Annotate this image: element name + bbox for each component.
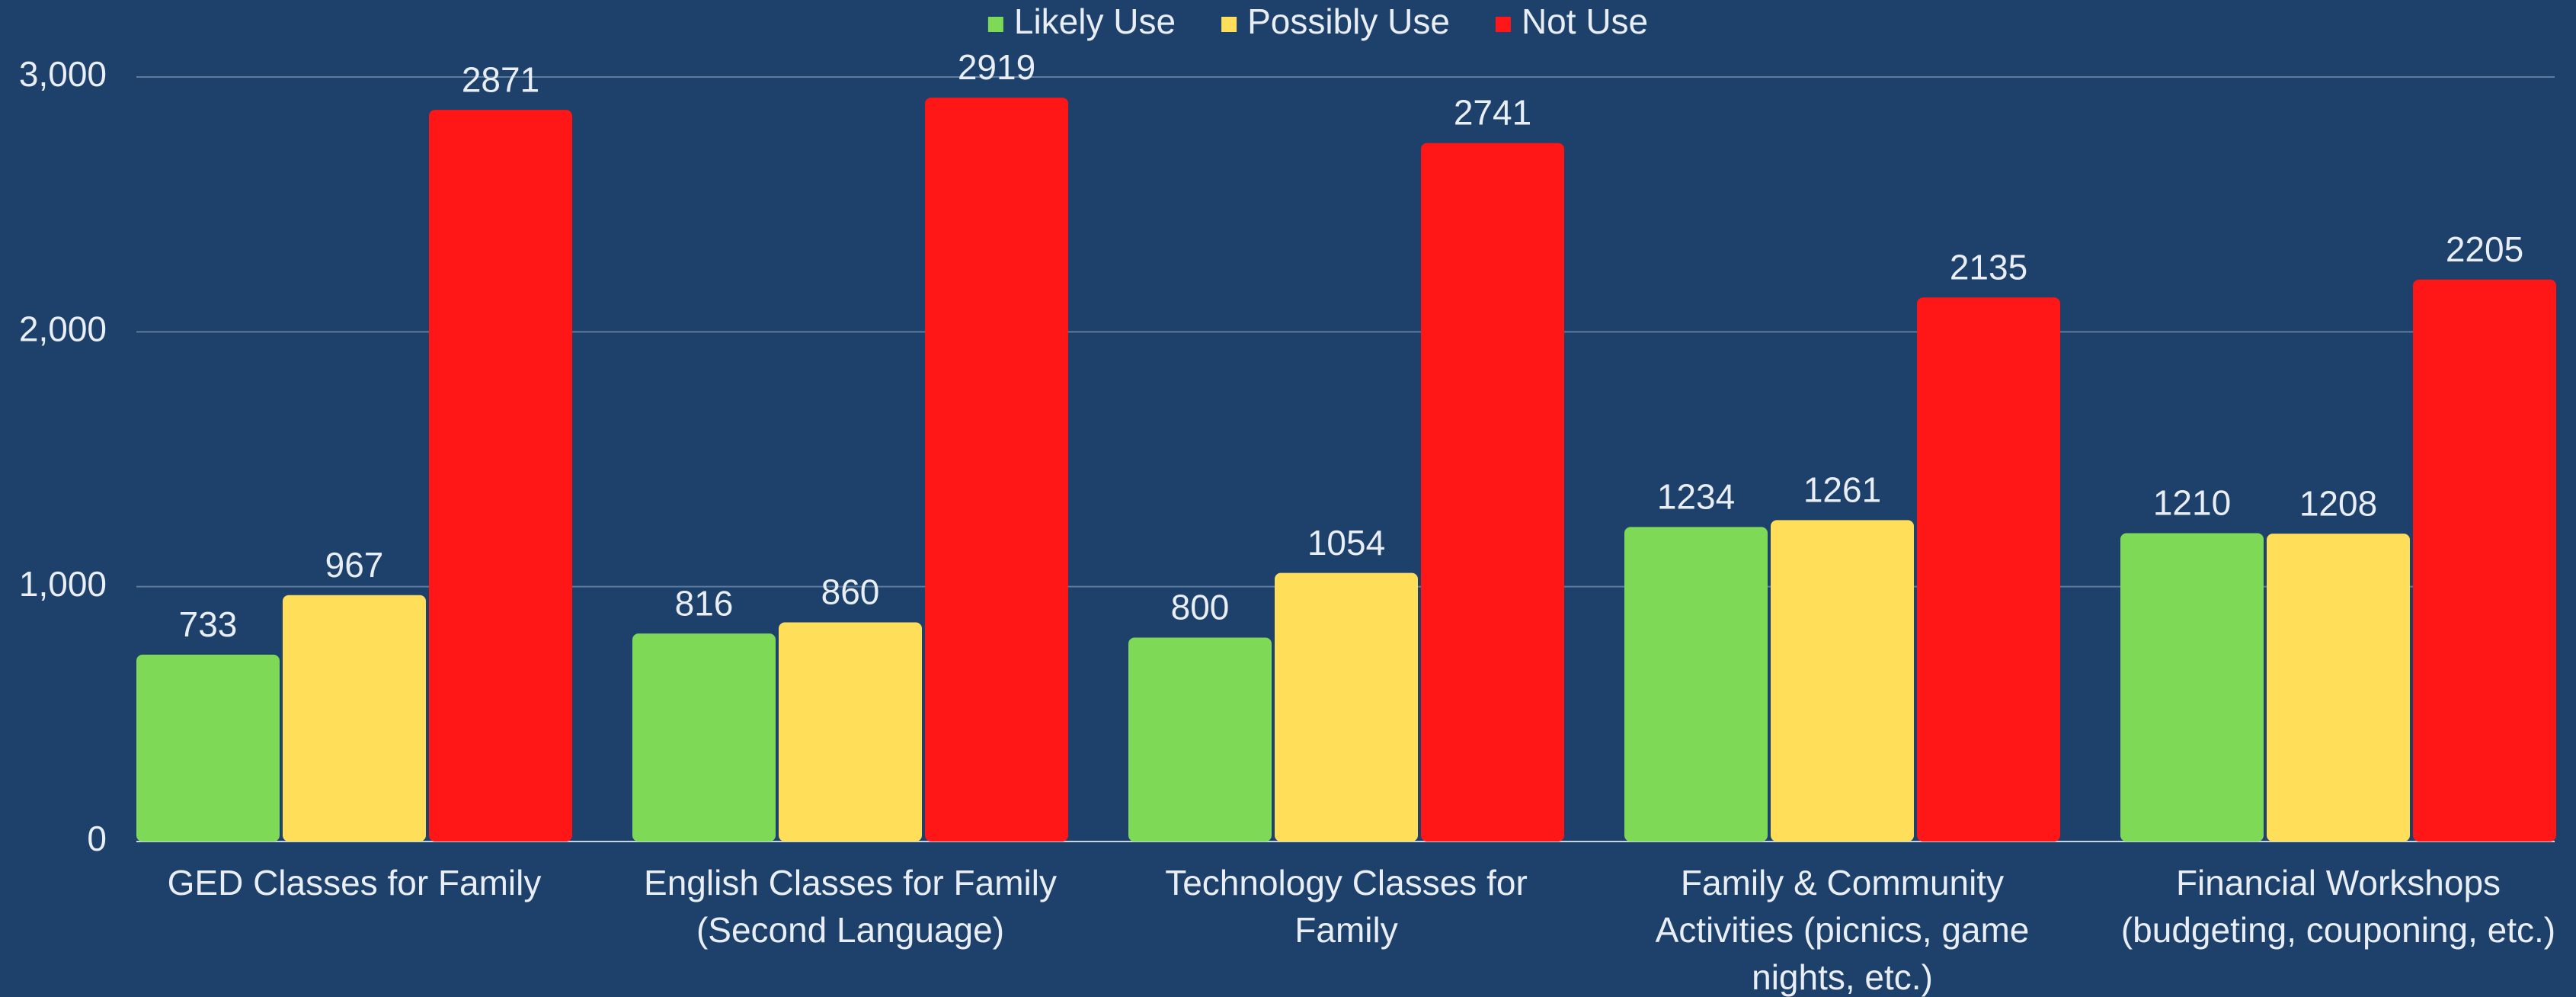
value-label: 1234 bbox=[1657, 477, 1735, 517]
legend-swatch bbox=[1221, 17, 1237, 32]
value-label: 1261 bbox=[1803, 470, 1881, 510]
value-label: 2741 bbox=[1454, 93, 1531, 133]
value-label: 816 bbox=[675, 583, 734, 623]
y-tick-label: 0 bbox=[87, 819, 107, 858]
legend-label: Possibly Use bbox=[1247, 2, 1450, 41]
value-label: 1208 bbox=[2299, 483, 2377, 523]
x-tick-label: English Classes for Family (Second Langua… bbox=[644, 863, 1057, 950]
bar bbox=[1917, 297, 2060, 842]
value-label: 860 bbox=[821, 572, 880, 612]
x-tick-label: Family & Community Activities (picnics, g… bbox=[1656, 863, 2030, 997]
bar bbox=[283, 595, 426, 842]
bar bbox=[1771, 520, 1914, 842]
value-label: 2135 bbox=[1950, 247, 2027, 287]
bar bbox=[632, 633, 776, 842]
value-label: 1210 bbox=[2153, 483, 2231, 523]
value-label: 2919 bbox=[958, 47, 1035, 87]
y-tick-label: 2,000 bbox=[19, 309, 107, 348]
legend-swatch bbox=[1495, 17, 1511, 32]
legend-label: Not Use bbox=[1522, 2, 1648, 41]
bar bbox=[925, 98, 1068, 842]
bar bbox=[136, 654, 280, 842]
x-tick-label: Financial Workshops (budgeting, couponing… bbox=[2121, 863, 2555, 950]
bar bbox=[1128, 637, 1272, 842]
y-tick-label: 3,000 bbox=[19, 54, 107, 94]
bar bbox=[2267, 534, 2410, 842]
bar bbox=[429, 110, 572, 842]
legend-label: Likely Use bbox=[1014, 2, 1176, 41]
value-label: 967 bbox=[325, 545, 384, 585]
value-label: 733 bbox=[179, 604, 238, 644]
y-tick-label: 1,000 bbox=[19, 564, 107, 604]
bar bbox=[2120, 533, 2264, 842]
legend-swatch bbox=[987, 17, 1003, 32]
x-tick-label: GED Classes for Family bbox=[168, 863, 542, 902]
bar bbox=[779, 622, 922, 842]
value-label: 2871 bbox=[462, 59, 539, 99]
x-tick-label: Technology Classes for Family bbox=[1165, 863, 1528, 950]
bar bbox=[2413, 279, 2556, 842]
value-label: 2205 bbox=[2446, 229, 2523, 269]
value-label: 1054 bbox=[1307, 523, 1385, 563]
value-label: 800 bbox=[1171, 588, 1230, 627]
bar bbox=[1275, 572, 1418, 842]
bar bbox=[1624, 527, 1768, 842]
bar bbox=[1421, 143, 1564, 842]
